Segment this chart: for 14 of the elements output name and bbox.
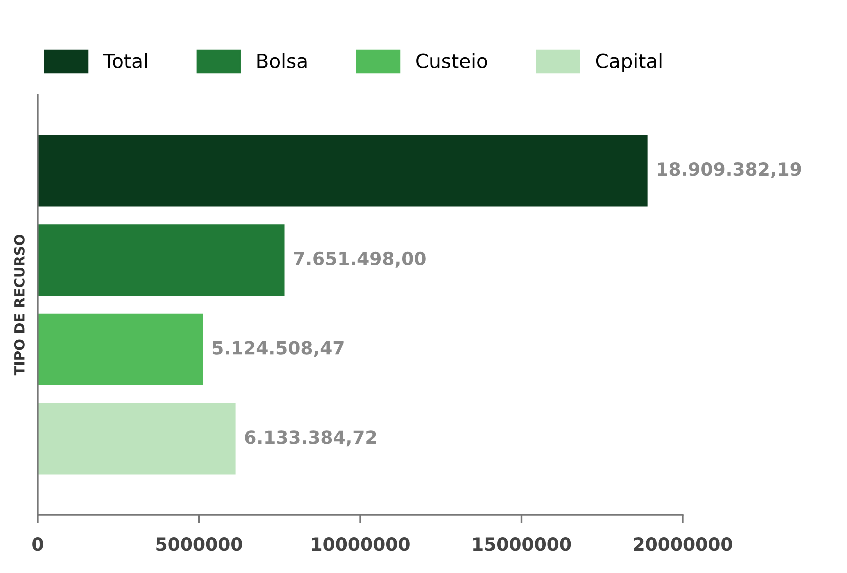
data-label: 5.124.508,47: [212, 341, 344, 358]
legend-label: Capital: [596, 53, 662, 72]
x-tick-label: 15000000: [474, 538, 572, 552]
x-tick-label: 0: [32, 538, 44, 552]
data-label: 7.651.498,00: [294, 252, 426, 268]
legend-label: Total: [103, 53, 148, 68]
data-label: 6.133.384,72: [245, 430, 376, 447]
x-tick-label: 10000000: [312, 538, 410, 552]
legend-label: Custeio: [416, 53, 488, 68]
x-tick-label: 20000000: [634, 538, 732, 552]
legend-label: Bolsa: [258, 53, 307, 68]
x-tick-label: 5000000: [156, 538, 242, 552]
data-label: 18.909.382,19: [658, 162, 802, 179]
y-axis-title: TIPO DE RECURSO: [14, 234, 25, 376]
